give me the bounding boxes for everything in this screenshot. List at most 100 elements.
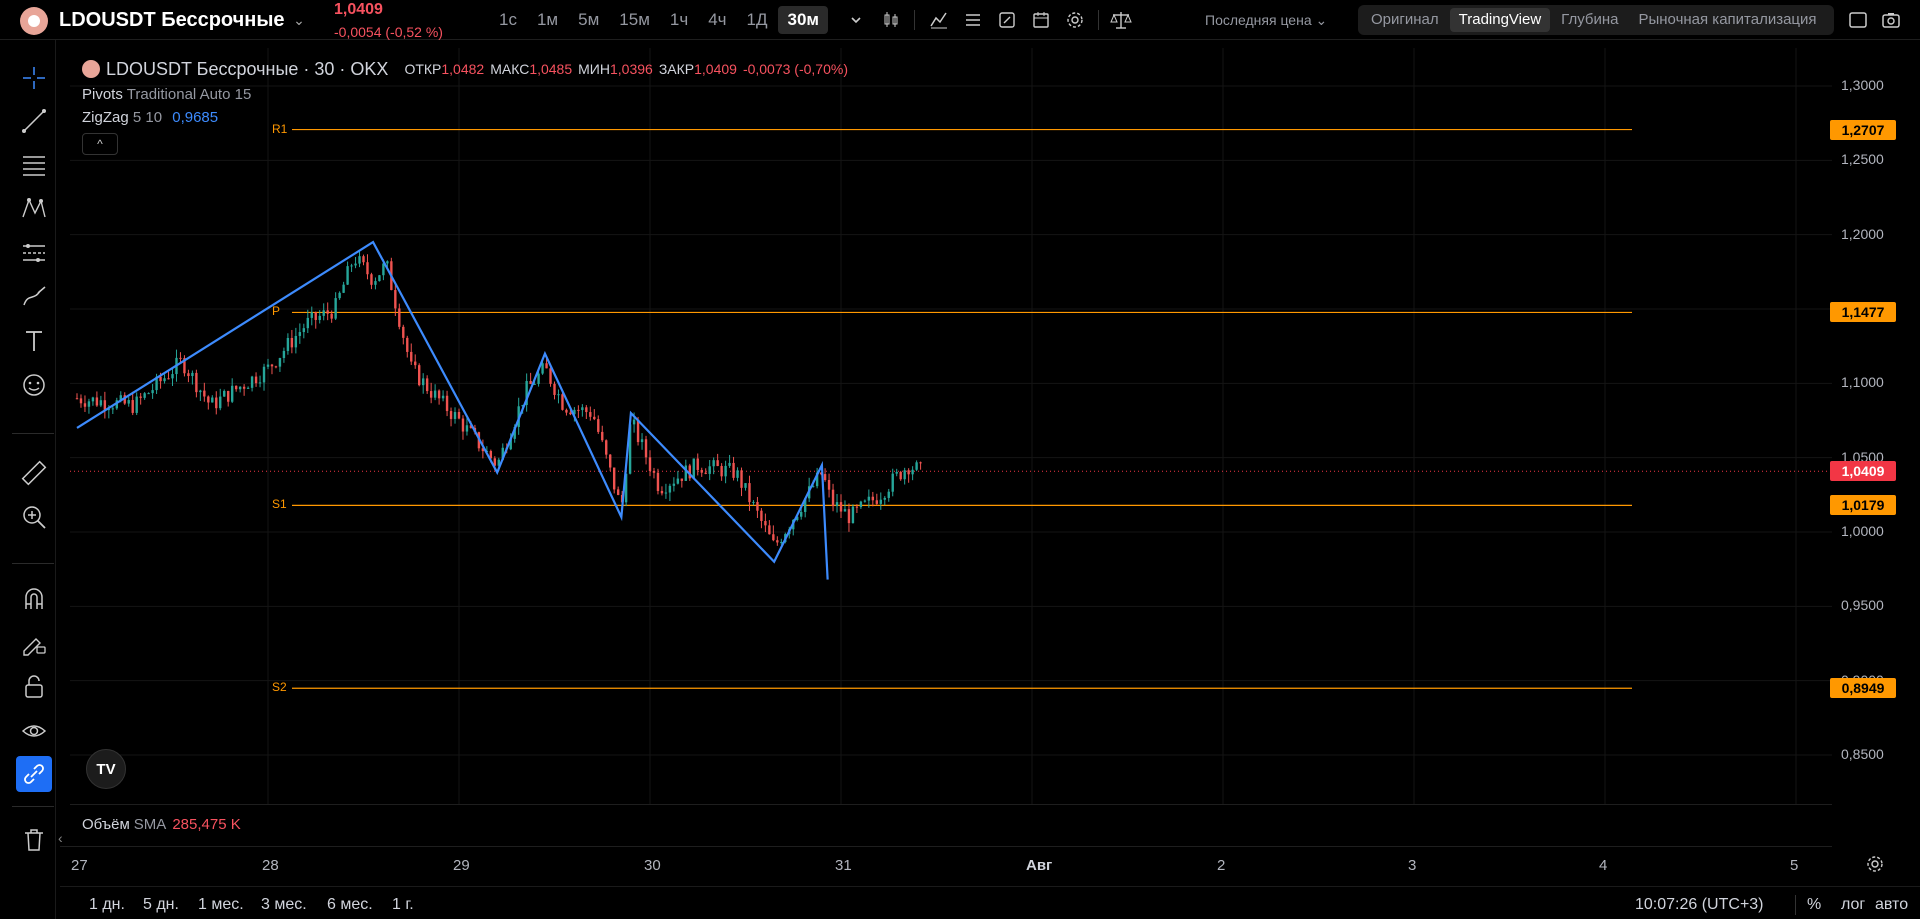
candle-body (811, 486, 815, 488)
candle-body (879, 499, 882, 504)
list-icon[interactable] (962, 9, 984, 31)
chevron-up-icon[interactable]: ^ (82, 133, 118, 155)
tradingview-logo[interactable]: TV (86, 749, 126, 789)
interval-1d[interactable]: 1Д (746, 10, 768, 29)
candle-body (549, 368, 552, 384)
candles-icon[interactable] (880, 9, 902, 31)
candle-body (887, 491, 890, 498)
candle-body (839, 502, 843, 512)
interval-15m[interactable]: 15м (619, 10, 650, 29)
separator (1795, 895, 1796, 915)
candle-body (318, 315, 321, 320)
candle-body (700, 469, 703, 473)
fib-levels-icon[interactable] (16, 147, 52, 183)
view-depth[interactable]: Глубина (1561, 11, 1619, 28)
lock-icon[interactable] (16, 669, 52, 705)
symbol-name[interactable]: LDOUSDT Бессрочные (59, 9, 285, 31)
separator (12, 563, 54, 564)
crosshair-icon[interactable] (16, 60, 52, 96)
candle-body (815, 472, 819, 487)
link-icon[interactable] (16, 756, 52, 792)
candle-body (497, 459, 500, 466)
volume-value: 285,475 K (172, 816, 241, 833)
candle-body (199, 390, 202, 393)
candle-body (179, 357, 182, 359)
chevron-left-icon[interactable]: ‹ (58, 830, 63, 846)
candle-body (410, 351, 413, 362)
time-axis-label: 3 (1408, 857, 1417, 874)
zoom-in-icon[interactable] (16, 499, 52, 535)
range-1y[interactable]: 1 г. (392, 896, 414, 913)
pattern-icon[interactable] (16, 191, 52, 227)
candle-body (207, 396, 210, 403)
calendar-icon[interactable] (1030, 9, 1052, 31)
camera-icon[interactable] (1880, 9, 1902, 31)
candle-body (569, 412, 572, 415)
price-axis-label: 1,1000 (1841, 374, 1884, 391)
candle-body (215, 397, 218, 409)
interval-30m[interactable]: 30м (778, 6, 828, 34)
zigzag-value: 0,9685 (172, 109, 219, 126)
text-icon[interactable] (16, 323, 52, 359)
price-axis-label: 1,0500 (1841, 448, 1884, 465)
auto-toggle[interactable]: авто (1875, 896, 1909, 913)
forecast-icon[interactable] (16, 235, 52, 271)
indicators-icon[interactable] (928, 9, 950, 31)
candle-body (286, 337, 290, 351)
clock[interactable]: 10:07:26 (UTC+3) (1635, 896, 1764, 913)
volume-legend[interactable]: Объём SMA 285,475 K (82, 816, 241, 833)
view-original[interactable]: Оригинал (1371, 11, 1439, 28)
range-6m[interactable]: 6 мес. (327, 896, 373, 913)
percent-toggle[interactable]: % (1807, 896, 1822, 913)
candle-body (740, 470, 743, 488)
candle-body (589, 412, 592, 417)
interval-4h[interactable]: 4ч (708, 10, 727, 29)
view-market-cap[interactable]: Рыночная капитализация (1638, 11, 1817, 28)
ruler-icon[interactable] (16, 455, 52, 491)
trend-line-icon[interactable] (16, 103, 52, 139)
candle-body (537, 373, 540, 384)
candle-body (585, 407, 588, 413)
candle-body (366, 262, 369, 275)
time-axis[interactable]: 27 28 29 30 31 Авг 2 3 4 5 (60, 846, 1832, 880)
candle-body (501, 447, 504, 460)
range-3m[interactable]: 3 мес. (261, 896, 307, 913)
view-tradingview[interactable]: TradingView (1449, 8, 1551, 32)
trash-icon[interactable] (16, 822, 52, 858)
templates-icon[interactable] (996, 9, 1018, 31)
scales-icon[interactable] (1110, 9, 1132, 31)
candle-body (903, 470, 906, 480)
chevron-down-icon[interactable] (845, 9, 867, 31)
low-value: 1,0396 (609, 61, 653, 77)
pivots-legend[interactable]: Pivots Traditional Auto 15 (82, 86, 848, 103)
time-axis-label: 5 (1790, 857, 1799, 874)
candle-body (601, 431, 604, 441)
interval-1h[interactable]: 1ч (669, 10, 689, 29)
draw-lock-icon[interactable] (16, 625, 52, 661)
price-type-select[interactable]: Последняя цена ⌄ (1205, 12, 1328, 28)
emoji-icon[interactable] (16, 367, 52, 403)
zigzag-legend[interactable]: ZigZag 5 10 0,9685 (82, 109, 848, 126)
brush-icon[interactable] (16, 279, 52, 315)
log-toggle[interactable]: лог (1841, 896, 1866, 913)
gear-icon[interactable] (1064, 9, 1086, 31)
price-axis-label: 1,2500 (1841, 151, 1884, 168)
chevron-down-icon[interactable]: ⌄ (293, 11, 305, 28)
magnet-icon[interactable] (16, 581, 52, 617)
eye-icon[interactable] (16, 713, 52, 749)
interval-1s[interactable]: 1с (499, 10, 517, 29)
fullscreen-icon[interactable] (1847, 9, 1869, 31)
last-price-badge: 1,0409 (1830, 461, 1896, 482)
candle-body (79, 398, 83, 404)
candle-body (115, 400, 118, 409)
close-change: -0,0073 (-0,70%) (742, 61, 848, 77)
price-chart[interactable] (0, 0, 1920, 846)
interval-5m[interactable]: 5м (578, 10, 600, 29)
range-1m[interactable]: 1 мес. (198, 896, 244, 913)
interval-1m[interactable]: 1м (536, 10, 559, 29)
range-1d[interactable]: 1 дн. (89, 896, 125, 913)
pane-divider[interactable] (70, 804, 1832, 805)
close-value: 1,0409 (694, 61, 737, 77)
gear-icon[interactable] (1864, 853, 1886, 875)
range-5d[interactable]: 5 дн. (143, 896, 179, 913)
